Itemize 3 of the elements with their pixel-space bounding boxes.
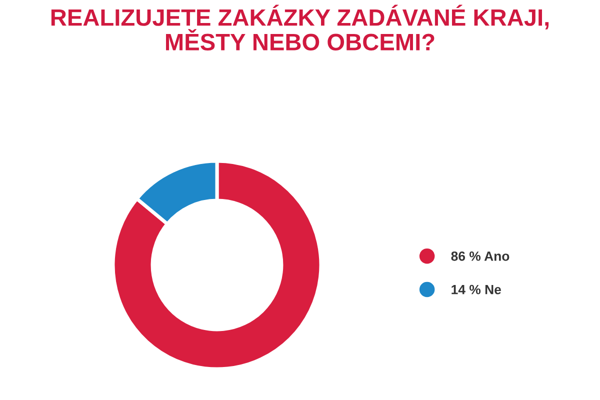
legend-label: 14 % Ne — [452, 284, 501, 294]
legend-label: 86 % Ano — [451, 251, 510, 261]
chart-title: REALIZUJETE ZAKÁZKY ZADÁVANÉ KRAJI, MĚSTY NEBO OBCEMI? — [51, 4, 549, 50]
